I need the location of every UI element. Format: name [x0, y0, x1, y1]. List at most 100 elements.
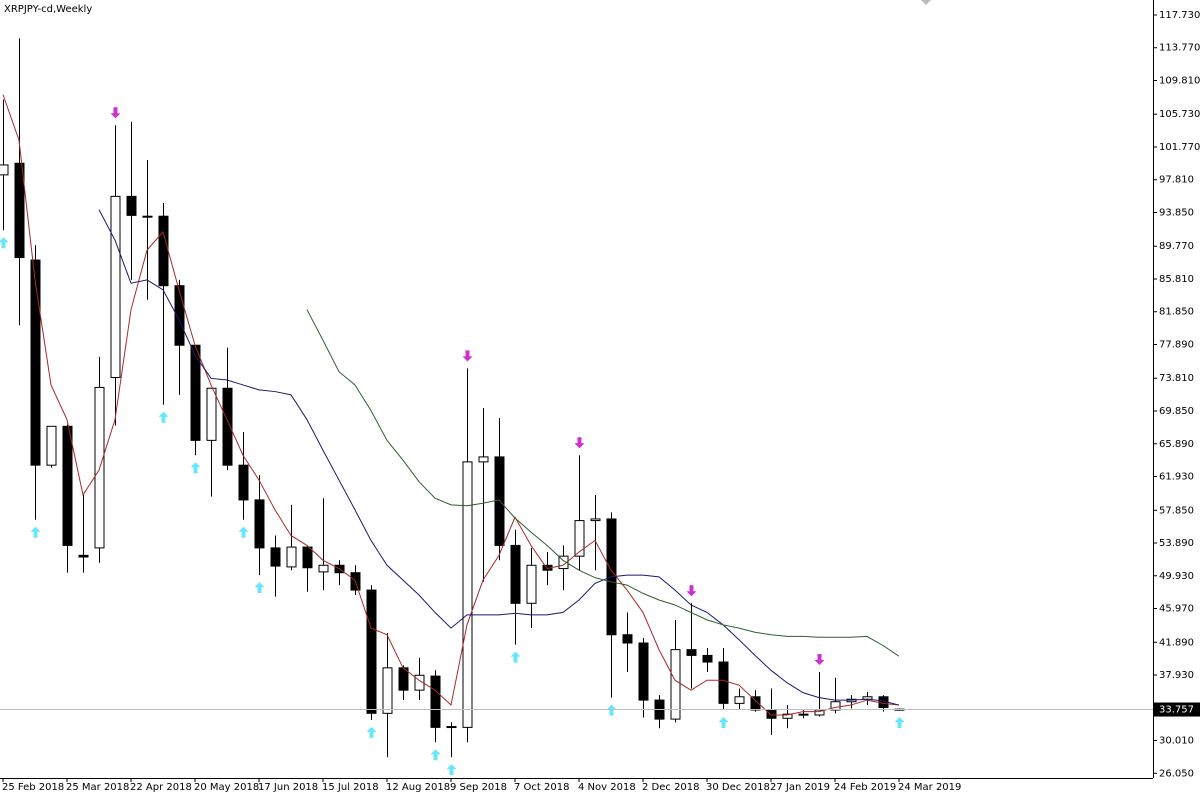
- y-tick-label: 117.730: [1159, 10, 1200, 21]
- candle-body: [78, 554, 89, 558]
- y-tick-label: 65.890: [1159, 439, 1194, 450]
- y-tick-label: 26.050: [1159, 768, 1194, 779]
- candle-body: [254, 499, 265, 549]
- y-tick-label: 101.770: [1159, 142, 1200, 153]
- candle-body: [558, 555, 569, 570]
- x-tick-label: 4 Nov 2018: [578, 782, 636, 793]
- candle-body: [574, 520, 585, 557]
- fractal-down-arrow: [110, 107, 121, 119]
- x-tick-label: 17 Jun 2018: [258, 782, 318, 793]
- y-tick-label: 85.810: [1159, 274, 1194, 285]
- candle-body: [734, 696, 745, 704]
- fractal-up-arrow: [0, 237, 9, 249]
- y-tick-label: 49.930: [1159, 571, 1194, 582]
- candle-body: [622, 634, 633, 644]
- candle-body: [446, 726, 457, 729]
- candle-body: [46, 425, 57, 466]
- fractal-up-arrow: [366, 726, 377, 738]
- candle-body: [126, 195, 137, 216]
- candle-body: [270, 547, 281, 567]
- y-tick-label: 89.770: [1159, 241, 1194, 252]
- chart-title: XRPJPY-cd,Weekly: [4, 4, 92, 15]
- y-tick-label: 57.850: [1159, 505, 1194, 516]
- y-tick-label: 61.930: [1159, 472, 1194, 483]
- x-tick-label: 15 Jul 2018: [322, 782, 379, 793]
- moving-average-line: [2, 94, 900, 716]
- y-tick-label: 30.010: [1159, 736, 1194, 747]
- moving-average-line: [306, 309, 900, 657]
- candle-body: [766, 709, 777, 719]
- x-tick-label: 7 Oct 2018: [514, 782, 569, 793]
- fractal-down-arrow: [574, 437, 585, 449]
- fractal-up-arrow: [30, 526, 41, 538]
- y-tick-label: 105.730: [1159, 109, 1200, 120]
- x-tick-label: 24 Mar 2019: [898, 782, 961, 793]
- shift-marker: [921, 0, 931, 5]
- candle-body: [286, 546, 297, 568]
- fractal-up-arrow: [446, 764, 457, 776]
- candle-body: [478, 456, 489, 463]
- fractal-up-arrow: [430, 749, 441, 761]
- x-tick-label: 9 Sep 2018: [450, 782, 507, 793]
- y-tick-label: 69.850: [1159, 406, 1194, 417]
- candle-body: [526, 564, 537, 604]
- candle-body: [430, 675, 441, 728]
- candle-body: [158, 215, 169, 287]
- x-tick-label: 27 Jan 2019: [770, 782, 830, 793]
- x-tick-label: 30 Dec 2018: [706, 782, 770, 793]
- candle-body: [206, 387, 217, 441]
- candle-body: [190, 344, 201, 441]
- candle-body: [638, 642, 649, 701]
- fractal-up-arrow: [606, 704, 617, 716]
- candle-body: [510, 544, 521, 604]
- current-price-box: [1154, 702, 1200, 717]
- fractal-up-arrow: [510, 651, 521, 663]
- candle-body: [798, 713, 809, 716]
- fractal-up-arrow: [254, 582, 265, 594]
- candle-body: [702, 654, 713, 663]
- x-tick-label: 24 Feb 2019: [834, 782, 896, 793]
- y-tick-label: 41.890: [1159, 637, 1194, 648]
- y-tick-label: 97.810: [1159, 175, 1194, 186]
- x-tick-label: 2 Dec 2018: [642, 782, 700, 793]
- current-price-label: 33.757: [1159, 705, 1194, 716]
- moving-average-line: [98, 209, 900, 706]
- x-tick-label: 12 Aug 2018: [386, 782, 450, 793]
- candle-body: [670, 649, 681, 720]
- y-tick-label: 109.810: [1159, 75, 1200, 86]
- y-tick-label: 77.890: [1159, 340, 1194, 351]
- y-tick-label: 93.850: [1159, 207, 1194, 218]
- candle-body: [14, 162, 25, 259]
- x-tick-label: 25 Mar 2018: [66, 782, 129, 793]
- candle-body: [462, 461, 473, 728]
- candle-body: [686, 649, 697, 656]
- y-tick-label: 113.770: [1159, 43, 1200, 54]
- candle-body: [142, 215, 153, 218]
- y-tick-label: 73.810: [1159, 373, 1194, 384]
- candle-body: [590, 518, 601, 522]
- candle-body: [718, 661, 729, 704]
- candle-body: [302, 546, 313, 569]
- x-tick-label: 20 May 2018: [194, 782, 259, 793]
- candle-body: [110, 195, 121, 379]
- candle-body: [318, 564, 329, 573]
- candle-body: [382, 667, 393, 714]
- fractal-down-arrow: [462, 350, 473, 362]
- x-tick-label: 25 Feb 2018: [2, 782, 64, 793]
- candle-body: [830, 701, 841, 711]
- fractal-up-arrow: [894, 717, 905, 729]
- fractal-down-arrow: [814, 653, 825, 665]
- candle-body: [30, 259, 41, 466]
- candle-body: [62, 425, 73, 546]
- candle-body: [0, 164, 9, 176]
- candle-body: [222, 387, 233, 466]
- candle-body: [782, 713, 793, 719]
- y-tick-label: 37.930: [1159, 670, 1194, 681]
- fractal-up-arrow: [190, 462, 201, 474]
- candle-body: [174, 285, 185, 346]
- fractal-up-arrow: [158, 411, 169, 423]
- candle-body: [414, 674, 425, 691]
- fractal-down-arrow: [686, 585, 697, 597]
- y-tick-label: 81.850: [1159, 307, 1194, 318]
- fractal-up-arrow: [238, 526, 249, 538]
